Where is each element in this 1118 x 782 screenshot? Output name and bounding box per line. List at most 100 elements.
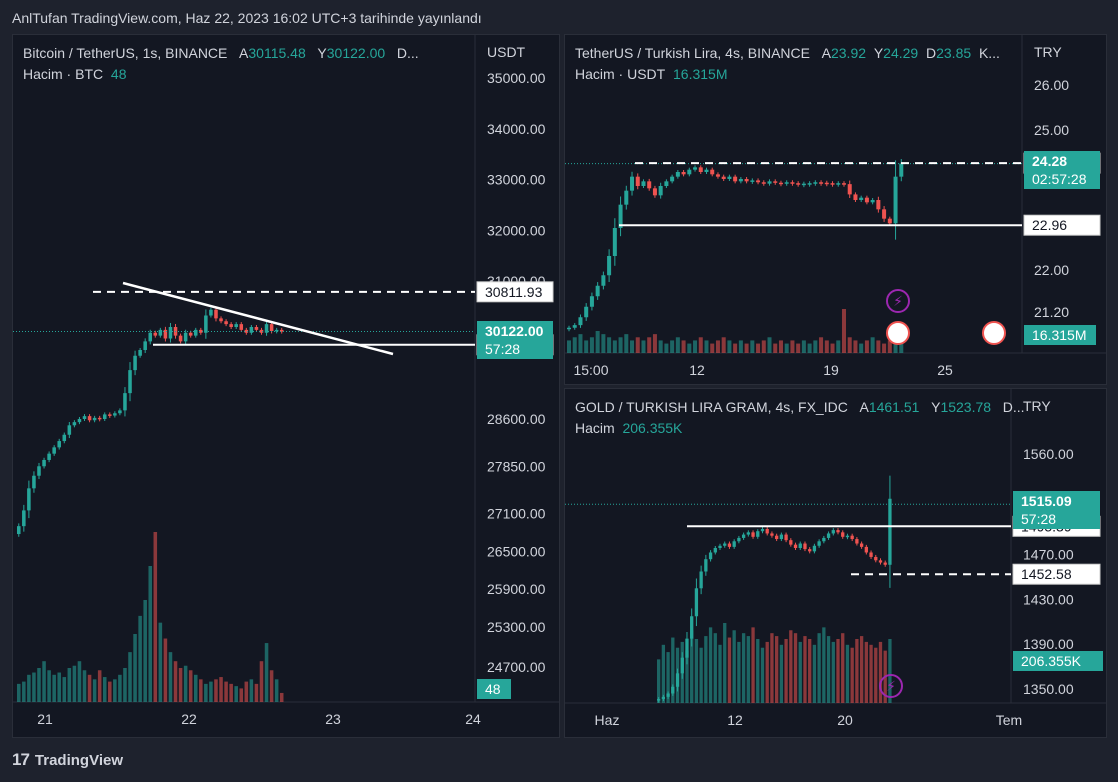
usdt-candle: [584, 306, 589, 318]
btc-volume-label: Hacim · BTC: [23, 66, 104, 82]
usdt-volume-bar: [618, 337, 623, 353]
gold-chart-canvas[interactable]: TRY 1560.00 1470.00 1430.00 1390.00 1350.00 Ha…: [565, 389, 1106, 737]
usdt-candle: [624, 190, 629, 205]
usdt-last-price-label: 24.28: [1032, 153, 1067, 169]
usdt-volume-bar: [859, 343, 864, 353]
gold-candle: [746, 532, 750, 535]
gold-x-tick-label: 12: [727, 712, 743, 728]
usdt-candle: [733, 176, 738, 182]
usdt-candle: [773, 181, 778, 183]
usdt-candle: [675, 172, 680, 177]
gold-volume-bar: [850, 647, 854, 703]
usdt-volume-bar: [756, 343, 761, 353]
usdt-volume-bar: [738, 340, 743, 353]
btc-x-tick-label: 22: [181, 711, 197, 727]
gold-volume-bar: [723, 623, 727, 703]
gold-y-tick-label: 1470.00: [1023, 547, 1074, 563]
gold-chart-panel[interactable]: TRY 1560.00 1470.00 1430.00 1390.00 1350.00 Ha…: [564, 388, 1107, 738]
btc-x-tick-label: 21: [37, 711, 53, 727]
btc-candle: [274, 329, 279, 332]
usdt-candle: [612, 228, 617, 256]
gold-volume-bar: [661, 644, 666, 703]
gold-volume-bar: [798, 641, 802, 703]
gold-candle: [779, 534, 784, 540]
gold-volume-bar: [817, 633, 821, 703]
btc-x-tick-label: 24: [465, 711, 481, 727]
usdt-volume-bar: [882, 343, 887, 353]
btc-candle: [168, 327, 173, 339]
gold-volume-bar: [746, 636, 750, 703]
btc-candle: [102, 414, 107, 419]
usdt-candle: [876, 200, 881, 210]
usdt-candle: [847, 184, 852, 195]
gold-volume-tag-label: 206.355K: [1021, 653, 1082, 669]
gold-symbol[interactable]: GOLD / TURKISH LIRA GRAM, 4s, FX_IDC: [575, 399, 848, 415]
usdttry-chart-canvas[interactable]: TRY 26.00 25.00 22.00 21.20 15:00 12 19 25 24.29 2…: [565, 35, 1106, 384]
btc-volume-bar: [153, 532, 158, 702]
btc-volume-bar: [274, 679, 279, 702]
gold-volume-bar: [874, 647, 878, 703]
btc-legend-more: D...: [396, 45, 419, 61]
usdttry-volume-value: 16.315M: [673, 66, 728, 82]
lightning-icon-glyph: ⚡: [893, 294, 903, 310]
usdt-candle: [870, 200, 875, 203]
btc-volume-bar: [102, 677, 107, 702]
us-flag-icon: [886, 321, 910, 345]
gold-candle: [694, 588, 699, 617]
btc-candle: [193, 329, 198, 336]
gold-volume-bar: [708, 627, 713, 703]
btc-volume-bar: [209, 681, 213, 702]
gold-volume-bar: [756, 639, 760, 703]
btc-candle: [279, 329, 284, 332]
gold-volume-bar: [841, 633, 845, 703]
usdttry-symbol[interactable]: TetherUS / Turkish Lira, 4s, BINANCE: [575, 45, 810, 61]
gold-candle: [822, 537, 826, 542]
btc-volume-bar: [57, 672, 61, 702]
usdt-volume-bar: [761, 340, 766, 353]
usdt-candle: [853, 194, 858, 200]
usdt-volume-bar: [773, 343, 778, 353]
btc-candle: [214, 309, 218, 319]
gold-candle: [845, 535, 850, 538]
usdt-volume-bar: [664, 343, 669, 353]
gold-candle: [888, 498, 892, 565]
gold-volume-bar: [699, 647, 703, 703]
btc-candle: [97, 417, 102, 420]
btc-chart-panel[interactable]: USDT 35000.00 34000.00 33000.00 32000.00 3100…: [12, 34, 560, 738]
usdt-volume-bar: [572, 337, 577, 353]
gold-candle: [760, 528, 765, 532]
gold-candle: [718, 545, 722, 548]
btc-volume-bar: [82, 670, 87, 702]
btc-candle: [148, 332, 153, 342]
btc-symbol[interactable]: Bitcoin / TetherUS, 1s, BINANCE: [23, 45, 228, 61]
btc-volume-bar: [47, 670, 51, 702]
gold-candle: [826, 533, 831, 538]
usdt-candle: [687, 169, 692, 175]
gold-candle: [803, 543, 807, 550]
usdt-candle: [567, 327, 572, 330]
gold-volume-bar: [690, 630, 694, 703]
btc-chart-canvas[interactable]: USDT35000.0034000.0033000.0032000.003100…: [13, 35, 559, 737]
gold-volume-bar: [770, 633, 774, 703]
gold-candle: [770, 533, 774, 536]
gold-candle: [737, 537, 741, 542]
usdt-candle: [721, 176, 726, 179]
btc-volume-bar: [17, 683, 21, 702]
usdt-volume-bar: [612, 340, 617, 353]
btc-candle: [183, 332, 188, 342]
tradingview-footer[interactable]: 17 TradingView: [12, 750, 123, 770]
usdttry-open-label: A: [821, 45, 831, 61]
gold-volume-bar: [727, 637, 732, 703]
btc-y-tick-label: 34000.00: [487, 121, 546, 137]
usdt-volume-bar: [876, 340, 881, 353]
btc-volume-bar: [92, 679, 97, 702]
usdt-candle: [807, 183, 812, 185]
usdttry-chart-panel[interactable]: TRY 26.00 25.00 22.00 21.20 15:00 12 19 25 24.29 2…: [564, 34, 1107, 385]
gold-x-tick-label: Haz: [595, 712, 620, 728]
gold-candle: [765, 528, 769, 534]
btc-level-tag: [476, 281, 554, 303]
usdt-volume-bar: [893, 337, 898, 353]
gold-volume-bar: [737, 641, 741, 703]
btc-candle: [249, 327, 254, 333]
usdt-candle: [778, 182, 783, 185]
